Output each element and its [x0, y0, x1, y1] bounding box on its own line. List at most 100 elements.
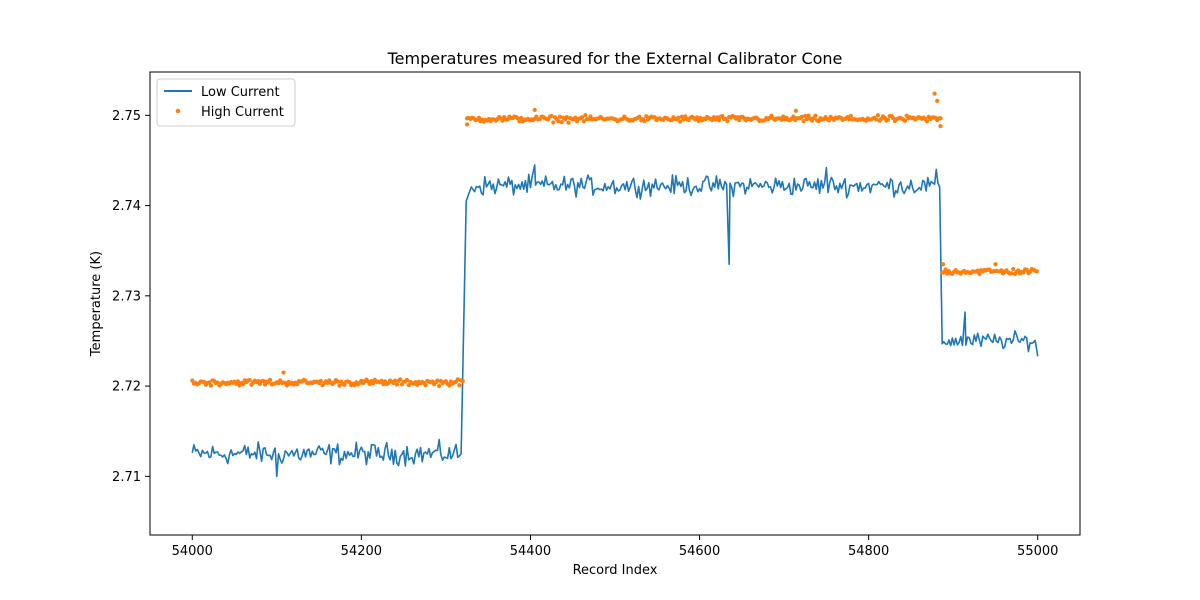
data-point [993, 262, 998, 267]
data-point [573, 115, 578, 120]
data-point [281, 370, 286, 375]
data-point [803, 113, 808, 118]
data-point [975, 268, 980, 273]
data-point [435, 378, 440, 383]
data-point [874, 117, 879, 122]
y-axis-label: Temperature (K) [89, 251, 104, 357]
data-point [519, 115, 524, 121]
data-point [801, 118, 806, 124]
data-point [813, 113, 818, 118]
data-point [261, 378, 266, 383]
data-point [455, 377, 460, 382]
data-point [267, 377, 273, 382]
data-point [557, 114, 563, 119]
data-point [737, 117, 742, 123]
data-point [532, 107, 537, 113]
x-axis: 54000 54200 54400 54600 54800 55000 [172, 535, 1058, 559]
y-tick-label: 2.72 [112, 380, 141, 395]
data-point [190, 378, 195, 383]
data-point [500, 118, 505, 123]
plot-area [190, 91, 1039, 478]
series-line-low-current [191, 164, 1039, 478]
data-point [847, 117, 852, 122]
data-point [207, 380, 212, 385]
data-point [556, 119, 561, 124]
data-point [725, 119, 730, 124]
data-point [559, 120, 564, 125]
data-point [1034, 269, 1039, 274]
y-tick-label: 2.75 [112, 109, 141, 124]
data-point [676, 115, 681, 120]
plot-frame [149, 71, 1081, 536]
data-point [404, 377, 410, 383]
y-axis: 2.71 2.72 2.73 2.74 2.75 [112, 109, 150, 485]
data-point [564, 115, 569, 120]
data-point [938, 124, 943, 129]
data-point [394, 382, 399, 387]
data-point [678, 119, 683, 124]
data-point [779, 117, 784, 122]
data-point [637, 114, 642, 119]
data-point [515, 116, 520, 121]
x-tick-label: 54600 [679, 544, 720, 559]
data-point [924, 119, 930, 124]
data-point [848, 113, 853, 118]
data-point [583, 113, 588, 118]
data-point [902, 118, 908, 123]
data-point [406, 383, 411, 388]
x-tick-label: 54400 [510, 544, 551, 559]
data-point [1009, 271, 1014, 276]
legend-label-low-current: Low Current [201, 85, 280, 100]
data-point [247, 377, 252, 383]
data-point [940, 262, 946, 267]
data-point [566, 120, 571, 125]
data-point [437, 383, 442, 389]
data-point [826, 118, 832, 123]
data-point [457, 383, 462, 388]
data-point [398, 377, 403, 382]
data-point [999, 268, 1004, 273]
data-point [791, 114, 796, 119]
data-point [240, 382, 246, 387]
data-point [476, 115, 481, 120]
data-point [875, 113, 881, 118]
y-tick-label: 2.74 [112, 199, 141, 214]
data-point [799, 114, 804, 119]
x-tick-label: 54800 [848, 544, 889, 559]
data-point [932, 91, 937, 96]
data-point [579, 115, 585, 120]
x-tick-label: 54000 [172, 544, 213, 559]
data-point [423, 383, 428, 388]
chart-title: Temperatures measured for the External C… [387, 49, 843, 68]
series-scatter-high-current [190, 91, 1039, 389]
y-tick-label: 2.71 [112, 470, 141, 485]
data-point [335, 379, 340, 384]
legend-swatch-high-current [175, 108, 181, 114]
data-point [284, 383, 290, 388]
data-point [460, 379, 465, 384]
data-point [977, 271, 982, 277]
data-point [943, 267, 948, 272]
data-point [379, 378, 384, 383]
data-point [1024, 267, 1029, 272]
data-point [696, 118, 701, 124]
data-point [1021, 270, 1026, 275]
x-tick-label: 54200 [341, 544, 382, 559]
legend: Low Current High Current [156, 78, 296, 127]
data-point [581, 119, 586, 124]
data-point [716, 118, 722, 123]
data-point [549, 113, 554, 118]
data-point [793, 108, 799, 113]
data-point [642, 118, 647, 124]
data-point [371, 381, 376, 386]
data-point [464, 122, 470, 127]
data-point [318, 378, 323, 384]
legend-label-high-current: High Current [201, 105, 284, 120]
x-axis-label: Record Index [573, 563, 658, 578]
data-point [393, 378, 398, 383]
x-tick-label: 55000 [1017, 544, 1058, 559]
data-point [885, 117, 891, 122]
data-point [517, 119, 522, 124]
data-point [935, 98, 940, 103]
